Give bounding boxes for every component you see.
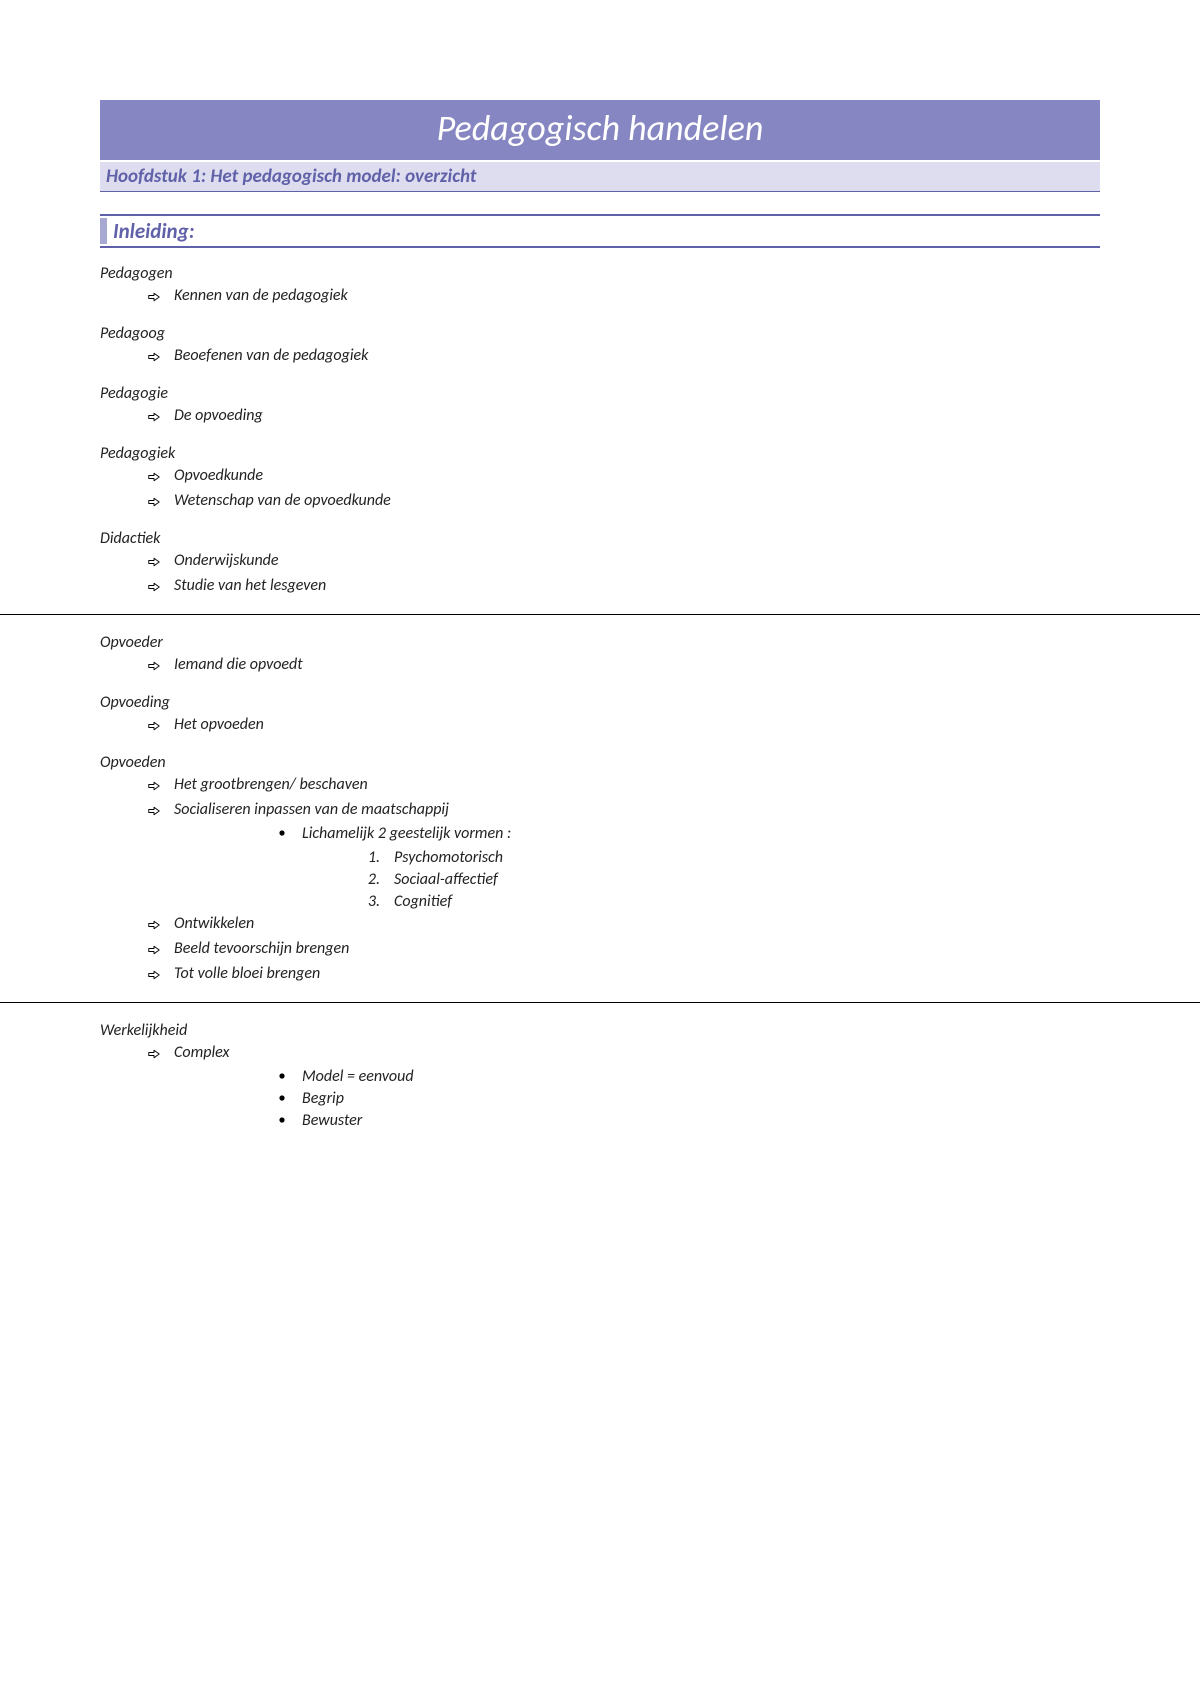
content-body: Pedagogen Kennen van de pedagogiek Pedagoo… — [100, 248, 1100, 1132]
bullet-item: Lichamelijk 2 geestelijk vormen :1. Psych… — [276, 823, 1100, 913]
numbered-item-text: Sociaal-affectief — [394, 869, 498, 891]
bullet-list: Model = eenvoudBegripBewuster — [276, 1066, 1100, 1132]
arrow-item: Onderwijskunde — [148, 550, 1100, 575]
arrow-list: Het opvoeden — [148, 714, 1100, 739]
document-title: Pedagogisch handelen — [100, 100, 1100, 160]
arrow-icon — [148, 288, 160, 310]
arrow-icon — [148, 916, 160, 938]
bullet-item-text: Bewuster — [302, 1110, 1100, 1132]
arrow-item: Tot volle bloei brengen — [148, 963, 1100, 988]
arrow-item-text: Studie van het lesgeven — [174, 575, 1100, 597]
section-text: Inleiding: — [100, 218, 195, 244]
term-label: Pedagogiek — [100, 444, 1100, 463]
arrow-item-text: Wetenschap van de opvoedkunde — [174, 490, 1100, 512]
arrow-icon — [148, 1045, 160, 1067]
number-label: 1. — [364, 847, 380, 869]
arrow-item-text: Beoefenen van de pedagogiek — [174, 345, 1100, 367]
arrow-item-text: Opvoedkunde — [174, 465, 1100, 487]
arrow-item-text: Het grootbrengen/ beschaven — [174, 774, 1100, 796]
term-label: Opvoeder — [100, 633, 1100, 652]
horizontal-rule — [0, 614, 1200, 615]
arrow-icon — [148, 348, 160, 370]
arrow-list: ComplexModel = eenvoudBegripBewuster — [148, 1042, 1100, 1132]
term-label: Opvoeding — [100, 693, 1100, 712]
arrow-icon — [148, 493, 160, 515]
page: Pedagogisch handelen Hoofdstuk 1: Het pe… — [0, 0, 1200, 1232]
section-heading: Inleiding: — [100, 214, 1100, 248]
arrow-item: Kennen van de pedagogiek — [148, 285, 1100, 310]
arrow-list: Beoefenen van de pedagogiek — [148, 345, 1100, 370]
arrow-item-text: Het opvoeden — [174, 714, 1100, 736]
arrow-item-text: Tot volle bloei brengen — [174, 963, 1100, 985]
arrow-item-text: De opvoeding — [174, 405, 1100, 427]
bullet-item-text: Lichamelijk 2 geestelijk vormen : — [302, 823, 1100, 845]
numbered-item-text: Cognitief — [394, 891, 452, 913]
numbered-item: 2. Sociaal-affectief — [364, 869, 1100, 891]
arrow-icon — [148, 553, 160, 575]
arrow-item: Het grootbrengen/ beschaven — [148, 774, 1100, 799]
arrow-item: Wetenschap van de opvoedkunde — [148, 490, 1100, 515]
term-label: Didactiek — [100, 529, 1100, 548]
arrow-item-text: Ontwikkelen — [174, 913, 1100, 935]
arrow-item-text: Beeld tevoorschijn brengen — [174, 938, 1100, 960]
title-text: Pedagogisch handelen — [437, 106, 764, 150]
arrow-item: ComplexModel = eenvoudBegripBewuster — [148, 1042, 1100, 1132]
bullet-item-text: Model = eenvoud — [302, 1066, 1100, 1088]
numbered-item: 1. Psychomotorisch — [364, 847, 1100, 869]
horizontal-rule — [0, 1002, 1200, 1003]
arrow-list: Onderwijskunde Studie van het lesgeven — [148, 550, 1100, 600]
term-label: Pedagogen — [100, 264, 1100, 283]
term-label: Pedagogie — [100, 384, 1100, 403]
arrow-icon — [148, 941, 160, 963]
arrow-list: Opvoedkunde Wetenschap van de opvoedkunde — [148, 465, 1100, 515]
arrow-item-text: Socialiseren inpassen van de maatschappi… — [174, 799, 1100, 821]
arrow-item: Het opvoeden — [148, 714, 1100, 739]
arrow-list: De opvoeding — [148, 405, 1100, 430]
arrow-item-text: Onderwijskunde — [174, 550, 1100, 572]
chapter-heading: Hoofdstuk 1: Het pedagogisch model: over… — [100, 162, 1100, 192]
arrow-item: Studie van het lesgeven — [148, 575, 1100, 600]
arrow-list: Iemand die opvoedt — [148, 654, 1100, 679]
bullet-item: Begrip — [276, 1088, 1100, 1110]
arrow-list: Het grootbrengen/ beschaven Socialiseren … — [148, 774, 1100, 988]
bullet-item-text: Begrip — [302, 1088, 1100, 1110]
arrow-item: Beeld tevoorschijn brengen — [148, 938, 1100, 963]
arrow-item: Ontwikkelen — [148, 913, 1100, 938]
bullet-item: Model = eenvoud — [276, 1066, 1100, 1088]
term-label: Opvoeden — [100, 753, 1100, 772]
arrow-icon — [148, 802, 160, 824]
chapter-text: Hoofdstuk 1: Het pedagogisch model: over… — [106, 165, 476, 188]
numbered-list: 1. Psychomotorisch 2. Sociaal-affectief 3. Co… — [364, 847, 1100, 913]
arrow-icon — [148, 777, 160, 799]
bullet-icon — [276, 1110, 288, 1132]
number-label: 3. — [364, 891, 380, 913]
arrow-item-text: Complex — [174, 1042, 1100, 1064]
arrow-item-text: Iemand die opvoedt — [174, 654, 1100, 676]
arrow-item: Opvoedkunde — [148, 465, 1100, 490]
bullet-icon — [276, 1066, 288, 1088]
arrow-icon — [148, 657, 160, 679]
arrow-item: De opvoeding — [148, 405, 1100, 430]
arrow-icon — [148, 408, 160, 430]
bullet-icon — [276, 1088, 288, 1110]
bullet-list: Lichamelijk 2 geestelijk vormen :1. Psych… — [276, 823, 1100, 913]
arrow-icon — [148, 468, 160, 490]
numbered-item: 3. Cognitief — [364, 891, 1100, 913]
arrow-icon — [148, 717, 160, 739]
arrow-icon — [148, 578, 160, 600]
arrow-item: Beoefenen van de pedagogiek — [148, 345, 1100, 370]
bullet-icon — [276, 823, 288, 845]
arrow-item-text: Kennen van de pedagogiek — [174, 285, 1100, 307]
term-label: Pedagoog — [100, 324, 1100, 343]
arrow-icon — [148, 966, 160, 988]
term-label: Werkelijkheid — [100, 1021, 1100, 1040]
arrow-list: Kennen van de pedagogiek — [148, 285, 1100, 310]
number-label: 2. — [364, 869, 380, 891]
arrow-item: Iemand die opvoedt — [148, 654, 1100, 679]
arrow-item: Socialiseren inpassen van de maatschappi… — [148, 799, 1100, 913]
bullet-item: Bewuster — [276, 1110, 1100, 1132]
numbered-item-text: Psychomotorisch — [394, 847, 503, 869]
